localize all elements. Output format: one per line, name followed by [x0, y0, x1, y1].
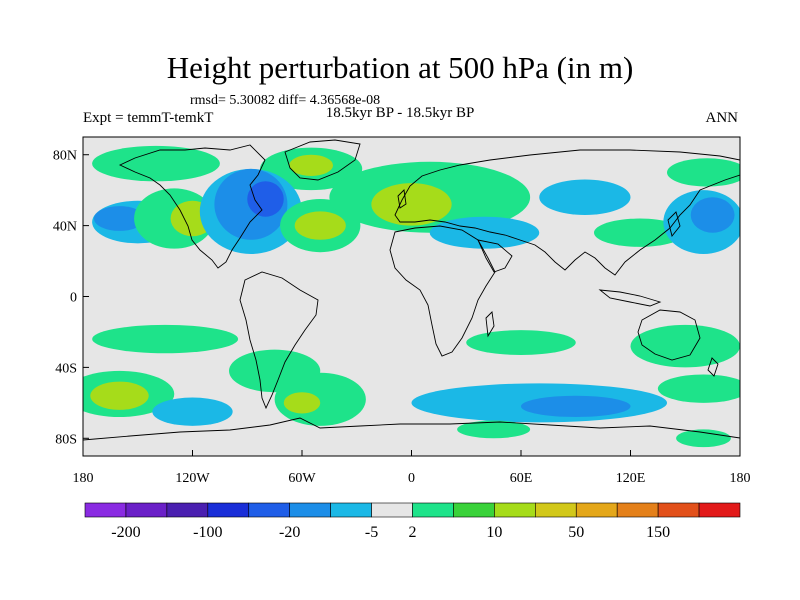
coastline-north-america [118, 144, 266, 269]
anomaly-region [93, 206, 146, 231]
anomaly-region [690, 197, 735, 233]
colorbar-swatch [698, 502, 741, 518]
x-tick-label: 180 [73, 471, 94, 486]
coastline-eurasia [394, 149, 740, 276]
anomaly-region [667, 158, 740, 187]
anomaly-region [289, 154, 334, 176]
colorbar-swatch [84, 502, 127, 518]
colorbar-swatch [248, 502, 290, 518]
coastline-madagascar [485, 311, 495, 338]
y-tick-label: 80S [55, 432, 77, 447]
coastline-greenland [284, 139, 361, 181]
colorbar-swatch [657, 502, 700, 518]
colorbar-label: -100 [193, 524, 222, 541]
x-tick-label: 120W [175, 471, 210, 486]
colorbar-label: 150 [646, 524, 670, 541]
colorbar-swatch [330, 502, 372, 518]
y-tick-label: 80N [53, 149, 77, 164]
anomaly-region [657, 374, 740, 403]
colorbar-swatch [494, 502, 536, 518]
anomaly-region [594, 218, 686, 247]
stats-label: rmsd= 5.30082 diff= 4.36568e-08 [190, 93, 381, 108]
anomaly-region [152, 397, 233, 426]
anomaly-region [539, 179, 631, 215]
anomaly-region [521, 395, 631, 418]
anomaly-region [247, 181, 284, 217]
coastline-antarctica [83, 417, 740, 441]
colorbar-swatch [166, 502, 209, 518]
anomaly-region [429, 216, 540, 249]
anomaly-region [371, 183, 452, 226]
colorbar-label: -5 [365, 524, 378, 541]
colorbar-swatch [535, 502, 577, 518]
colorbar-swatch [207, 502, 250, 518]
x-tick-label: 60W [288, 471, 316, 486]
anomaly-region [630, 324, 740, 368]
anomaly-region [92, 324, 239, 354]
colorbar-label: 2 [409, 524, 417, 541]
colorbar-label: 50 [568, 524, 584, 541]
y-tick-label: 0 [70, 291, 77, 306]
anomaly-region [676, 429, 731, 448]
colorbar-swatch [575, 502, 618, 518]
colorbar-swatch [616, 502, 659, 518]
anomaly-region [294, 211, 346, 240]
coastline-uk [397, 189, 407, 209]
coastline-japan [667, 211, 681, 237]
anomaly-region [466, 330, 576, 355]
anomaly-region [457, 420, 531, 439]
colorbar-swatch [371, 502, 413, 518]
season-label: ANN [705, 110, 739, 126]
coastline-indonesia [598, 289, 662, 307]
coastline-new-zealand [707, 357, 719, 377]
x-tick-label: 180 [730, 471, 751, 486]
colorbar-label: -20 [279, 524, 300, 541]
experiment-label: Expt = temmT-temkT [83, 110, 214, 126]
colorbar-swatch [289, 502, 331, 518]
colorbar-swatch [412, 502, 454, 518]
period-label: 18.5kyr BP - 18.5kyr BP [325, 105, 475, 121]
y-tick-label: 40S [55, 361, 77, 376]
coastline-south-america [239, 271, 319, 410]
y-tick-label: 40N [53, 220, 77, 235]
colorbar-label: 10 [486, 524, 502, 541]
colorbar-label: -200 [111, 524, 140, 541]
x-tick-label: 60E [510, 471, 533, 486]
page-title: Height perturbation at 500 hPa (in m) [166, 50, 634, 85]
anomaly-region [283, 392, 321, 414]
coastline-africa [389, 225, 496, 357]
colorbar-swatch [453, 502, 495, 518]
colorbar-swatch [125, 502, 168, 518]
x-tick-label: 120E [616, 471, 646, 486]
coastline-arabia [477, 239, 513, 273]
anomaly-region [92, 145, 220, 182]
coastline-australia [637, 309, 701, 361]
anomaly-region [90, 381, 149, 410]
x-tick-label: 0 [408, 471, 415, 486]
